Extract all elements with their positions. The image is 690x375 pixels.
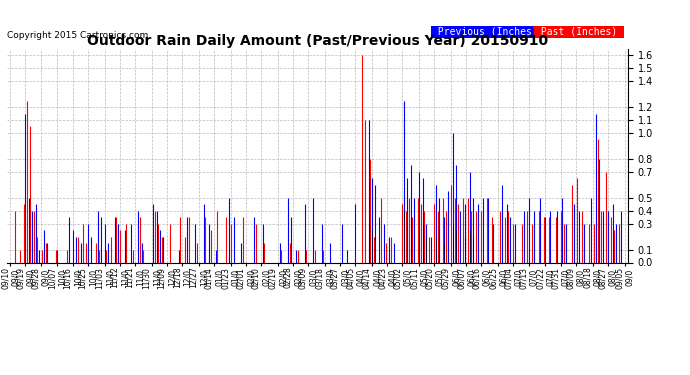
Text: Previous (Inches): Previous (Inches) [432, 27, 544, 37]
Text: Past (Inches): Past (Inches) [535, 27, 623, 37]
Text: Copyright 2015 Cartronics.com: Copyright 2015 Cartronics.com [7, 31, 148, 40]
Title: Outdoor Rain Daily Amount (Past/Previous Year) 20150910: Outdoor Rain Daily Amount (Past/Previous… [87, 34, 548, 48]
